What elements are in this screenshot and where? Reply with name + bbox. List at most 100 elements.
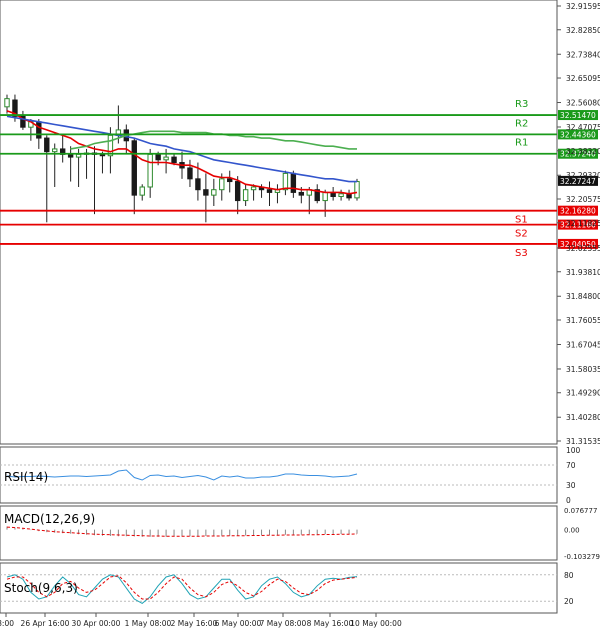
moving-average-line: [6, 115, 357, 183]
candle-down: [131, 140, 137, 196]
candle-down: [187, 167, 193, 180]
level-tag-label: 32.51470: [560, 111, 596, 120]
price-tick-label: 32.56080: [566, 99, 600, 108]
price-tick-label: 32.65095: [566, 74, 600, 83]
candle-down: [266, 189, 273, 193]
candle-down: [314, 189, 320, 202]
candle-up: [338, 193, 344, 197]
level-label-r2: R2: [515, 118, 528, 129]
price-tick-label: 31.84800: [566, 292, 600, 301]
candle-up: [282, 172, 289, 191]
candle-up: [219, 178, 225, 191]
level-tag-label: 32.16280: [560, 207, 596, 216]
current-price-tag: [558, 175, 598, 186]
rsi-line: [6, 469, 358, 481]
current-price-label: 32.27247: [560, 177, 596, 186]
time-tick-label: 6 May 00:00: [215, 619, 262, 628]
price-tick-label: 32.47075: [566, 123, 600, 132]
candle-up: [4, 98, 10, 108]
price-tick-label: 32.02555: [566, 244, 600, 253]
candle-down: [234, 181, 241, 202]
candle-down: [227, 178, 233, 183]
time-tick-label: 30 Apr 00:00: [72, 619, 121, 628]
candle-up: [211, 189, 217, 196]
level-label-s2: S2: [515, 229, 528, 240]
candle-down: [12, 99, 18, 117]
candle-up: [354, 181, 360, 199]
level-label-r3: R3: [515, 99, 528, 110]
rsi-tick-label: 30: [566, 481, 576, 490]
stoch-tick-label: 80: [564, 571, 574, 580]
level-tag-label: 32.37240: [560, 150, 596, 159]
candle-up: [139, 186, 145, 196]
price-tick-label: 32.20575: [566, 195, 600, 204]
time-tick-label: 08:00: [0, 619, 14, 628]
rsi-panel: [0, 446, 558, 504]
candle-down: [20, 115, 26, 128]
stoch-tick-label: 20: [564, 597, 574, 606]
level-tag: [558, 129, 598, 140]
candle-up: [147, 153, 153, 188]
level-tag: [558, 238, 598, 249]
level-tag: [558, 110, 598, 121]
candle-down: [203, 189, 209, 196]
level-label-s1: S1: [515, 215, 528, 226]
candle-down: [67, 153, 74, 158]
macd-tick-label: -0.103279: [564, 553, 600, 561]
stoch-d-line: [6, 575, 358, 600]
stoch-panel: [0, 562, 558, 614]
price-tick-label: 31.49290: [566, 389, 600, 398]
level-tag-label: 32.44360: [560, 130, 596, 139]
price-tick-label: 32.73840: [566, 50, 600, 59]
price-tick-label: 32.91595: [566, 2, 600, 11]
main-panel: [0, 0, 558, 445]
candle-down: [36, 121, 42, 139]
candle-up: [163, 156, 169, 161]
level-tag: [558, 205, 598, 216]
macd-panel: [0, 505, 558, 561]
level-tag: [558, 148, 598, 159]
price-tick-label: 31.58035: [566, 365, 600, 374]
rsi-tick-label: 0: [566, 496, 571, 505]
moving-average-line: [6, 110, 358, 195]
time-tick-label: 1 May 08:00: [125, 619, 172, 628]
time-tick-label: 7 May 08:00: [260, 619, 307, 628]
time-tick-label: 10 May 00:00: [350, 619, 402, 628]
candle-up: [322, 191, 328, 202]
level-tag-label: 32.04050: [560, 240, 596, 249]
macd-title: MACD(12,26,9): [4, 512, 95, 526]
level-tag-label: 32.11160: [560, 221, 596, 230]
candle-down: [155, 153, 161, 161]
candle-down: [290, 172, 297, 193]
level-tag: [558, 219, 598, 230]
rsi-tick-label: 100: [566, 446, 581, 455]
candle-up: [107, 134, 114, 157]
time-tick-label: 26 Apr 16:00: [21, 619, 70, 628]
rsi-title: RSI(14): [4, 470, 48, 484]
candle-up: [250, 186, 257, 191]
price-tick-label: 31.40280: [566, 413, 600, 422]
price-tick-label: 31.31535: [566, 437, 600, 446]
candle-up: [75, 153, 82, 158]
time-tick-label: 2 May 16:00: [171, 619, 218, 628]
candle-up: [242, 189, 249, 202]
candle-down: [195, 178, 201, 191]
candle-down: [171, 156, 177, 164]
rsi-tick-label: 70: [566, 461, 576, 470]
price-tick-label: 31.93810: [566, 268, 600, 277]
candle-up: [52, 148, 58, 153]
stoch-k-line: [6, 574, 358, 605]
stoch-title: Stoch(9,6,3): [4, 581, 78, 595]
candle-down: [298, 191, 305, 196]
price-tick-label: 32.29320: [566, 171, 600, 180]
macd-tick-label: 0.076777: [564, 507, 597, 515]
candle-down: [44, 137, 50, 153]
macd-tick-label: 0.00: [564, 527, 580, 535]
price-tick-label: 32.11825: [566, 219, 600, 228]
level-label-r1: R1: [515, 138, 528, 149]
level-label-s3: S3: [515, 248, 528, 259]
price-tick-label: 31.76055: [566, 316, 600, 325]
price-tick-label: 32.82850: [566, 26, 600, 35]
price-tick-label: 32.38320: [566, 147, 600, 156]
